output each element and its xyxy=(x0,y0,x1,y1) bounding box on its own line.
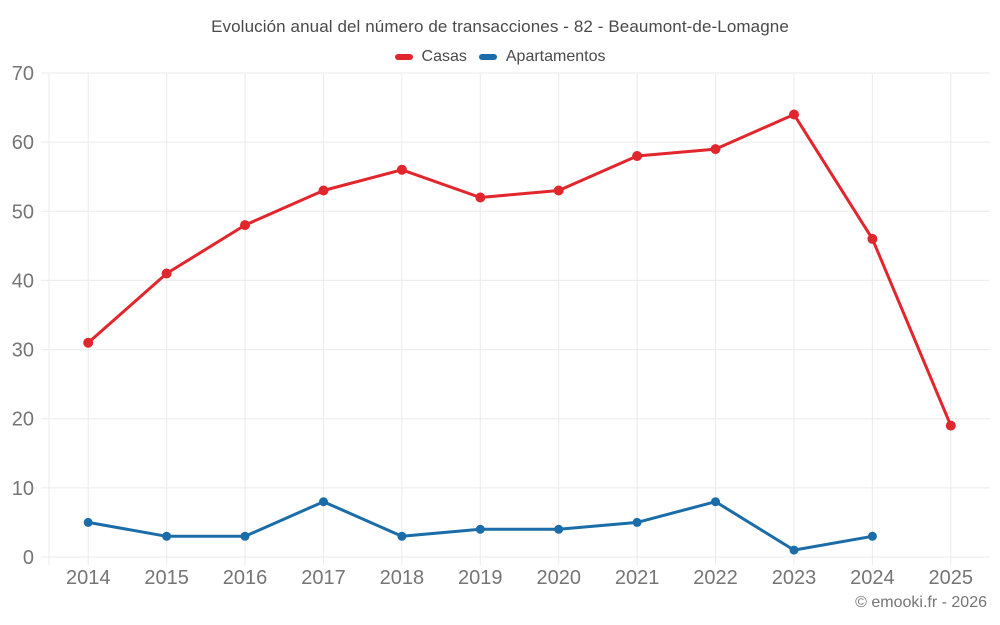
x-tick-label: 2020 xyxy=(536,567,581,589)
x-tick-label: 2025 xyxy=(929,567,974,589)
legend-label: Apartamentos xyxy=(505,48,606,65)
x-tick-label: 2014 xyxy=(66,567,111,589)
data-point-apartamentos-2023 xyxy=(789,545,799,555)
legend-item-casas[interactable]: Casas xyxy=(394,48,467,66)
data-point-casas-2016 xyxy=(240,220,250,231)
data-point-apartamentos-2021 xyxy=(632,517,642,527)
copyright-text: © emooki.fr - 2026 xyxy=(855,594,987,611)
x-tick-label: 2023 xyxy=(772,567,817,589)
data-point-casas-2023 xyxy=(789,109,799,120)
data-point-casas-2017 xyxy=(318,185,329,196)
y-tick-label: 10 xyxy=(12,478,34,500)
x-tick-label: 2015 xyxy=(144,567,189,589)
y-tick-label: 30 xyxy=(12,340,34,362)
y-tick-label: 0 xyxy=(23,547,34,569)
data-point-apartamentos-2015 xyxy=(162,531,172,541)
x-tick-label: 2019 xyxy=(458,567,503,589)
data-point-apartamentos-2022 xyxy=(711,497,720,507)
y-tick-label: 60 xyxy=(12,132,34,154)
legend-swatch-apartamentos xyxy=(478,54,497,60)
data-point-casas-2019 xyxy=(475,192,486,203)
x-tick-label: 2018 xyxy=(380,567,425,589)
x-tick-label: 2017 xyxy=(301,567,346,589)
data-point-casas-2018 xyxy=(396,164,407,175)
x-tick-label: 2021 xyxy=(615,567,660,589)
y-tick-label: 70 xyxy=(12,63,34,85)
legend-label: Casas xyxy=(421,48,467,65)
data-point-casas-2022 xyxy=(710,144,721,155)
data-point-apartamentos-2018 xyxy=(397,531,407,541)
data-point-casas-2024 xyxy=(867,233,878,244)
y-tick-label: 40 xyxy=(12,270,34,292)
x-tick-label: 2024 xyxy=(850,567,895,589)
data-point-casas-2025 xyxy=(945,420,956,431)
data-point-apartamentos-2024 xyxy=(867,531,877,541)
data-point-casas-2014 xyxy=(83,337,94,348)
y-tick-label: 50 xyxy=(12,201,34,223)
data-point-apartamentos-2016 xyxy=(240,531,250,541)
data-point-apartamentos-2014 xyxy=(83,517,93,527)
x-tick-label: 2016 xyxy=(223,567,268,589)
legend-item-apartamentos[interactable]: Apartamentos xyxy=(478,48,606,66)
data-point-apartamentos-2019 xyxy=(475,524,485,534)
x-tick-label: 2022 xyxy=(693,567,738,589)
y-tick-label: 20 xyxy=(12,409,34,431)
legend-swatch-casas xyxy=(394,54,413,60)
chart-legend: Casas Apartamentos xyxy=(0,46,1000,68)
data-point-casas-2021 xyxy=(632,151,643,161)
data-point-apartamentos-2017 xyxy=(319,497,328,507)
series-line-casas xyxy=(86,113,953,428)
data-point-apartamentos-2020 xyxy=(554,524,564,534)
data-point-casas-2020 xyxy=(553,185,564,196)
chart-title: Evolución anual del número de transaccio… xyxy=(211,17,789,36)
data-point-casas-2015 xyxy=(161,268,172,279)
